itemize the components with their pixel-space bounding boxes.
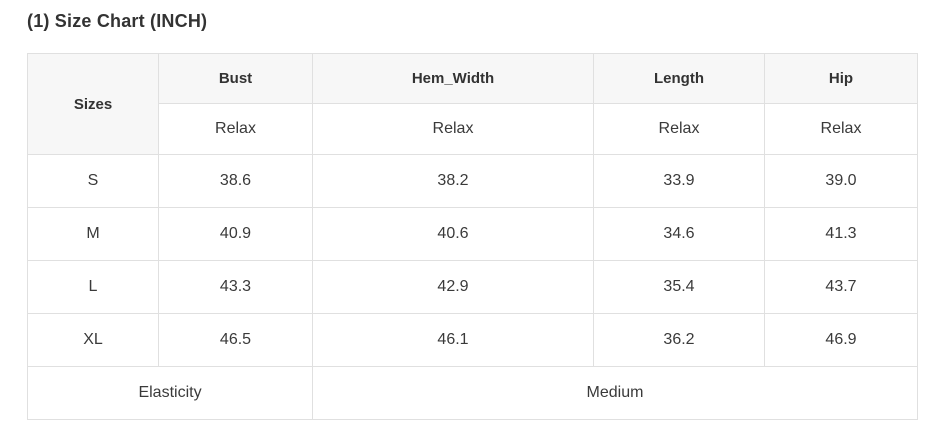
fit-cell-hip: Relax: [764, 103, 918, 155]
header-row-fit: Relax Relax Relax Relax: [28, 103, 918, 155]
size-cell: XL: [27, 313, 159, 367]
header-cell-sizes: Sizes: [27, 53, 159, 155]
fit-cell-bust: Relax: [158, 103, 313, 155]
fit-cell-hem-width: Relax: [312, 103, 594, 155]
value-cell: 40.6: [312, 207, 594, 261]
value-cell: 38.6: [158, 154, 313, 208]
value-cell: 36.2: [593, 313, 765, 367]
value-cell: 46.1: [312, 313, 594, 367]
footer-value-cell: Medium: [312, 366, 918, 420]
table-row-l: L 43.3 42.9 35.4 43.7: [27, 260, 918, 314]
footer-label-cell: Elasticity: [27, 366, 313, 420]
value-cell: 41.3: [764, 207, 918, 261]
table-row-s: S 38.6 38.2 33.9 39.0: [27, 154, 918, 208]
header-cell-length: Length: [593, 53, 765, 104]
value-cell: 46.5: [158, 313, 313, 367]
size-chart-table: Sizes Bust Hem_Width Length Hip Relax Re…: [27, 53, 918, 420]
size-cell: M: [27, 207, 159, 261]
value-cell: 43.7: [764, 260, 918, 314]
value-cell: 42.9: [312, 260, 594, 314]
header-cell-hem-width: Hem_Width: [312, 53, 594, 104]
size-cell: L: [27, 260, 159, 314]
header-cell-bust: Bust: [158, 53, 313, 104]
page-title: (1) Size Chart (INCH): [27, 11, 208, 31]
value-cell: 43.3: [158, 260, 313, 314]
value-cell: 33.9: [593, 154, 765, 208]
footer-row: Elasticity Medium: [27, 366, 918, 420]
value-cell: 39.0: [764, 154, 918, 208]
table-row-m: M 40.9 40.6 34.6 41.3: [27, 207, 918, 261]
header-row-measures: Sizes Bust Hem_Width Length Hip: [27, 53, 918, 155]
size-cell: S: [27, 154, 159, 208]
table-row-xl: XL 46.5 46.1 36.2 46.9: [27, 313, 918, 367]
header-cell-hip: Hip: [764, 53, 918, 104]
value-cell: 46.9: [764, 313, 918, 367]
fit-cell-length: Relax: [593, 103, 765, 155]
value-cell: 34.6: [593, 207, 765, 261]
value-cell: 35.4: [593, 260, 765, 314]
value-cell: 40.9: [158, 207, 313, 261]
value-cell: 38.2: [312, 154, 594, 208]
